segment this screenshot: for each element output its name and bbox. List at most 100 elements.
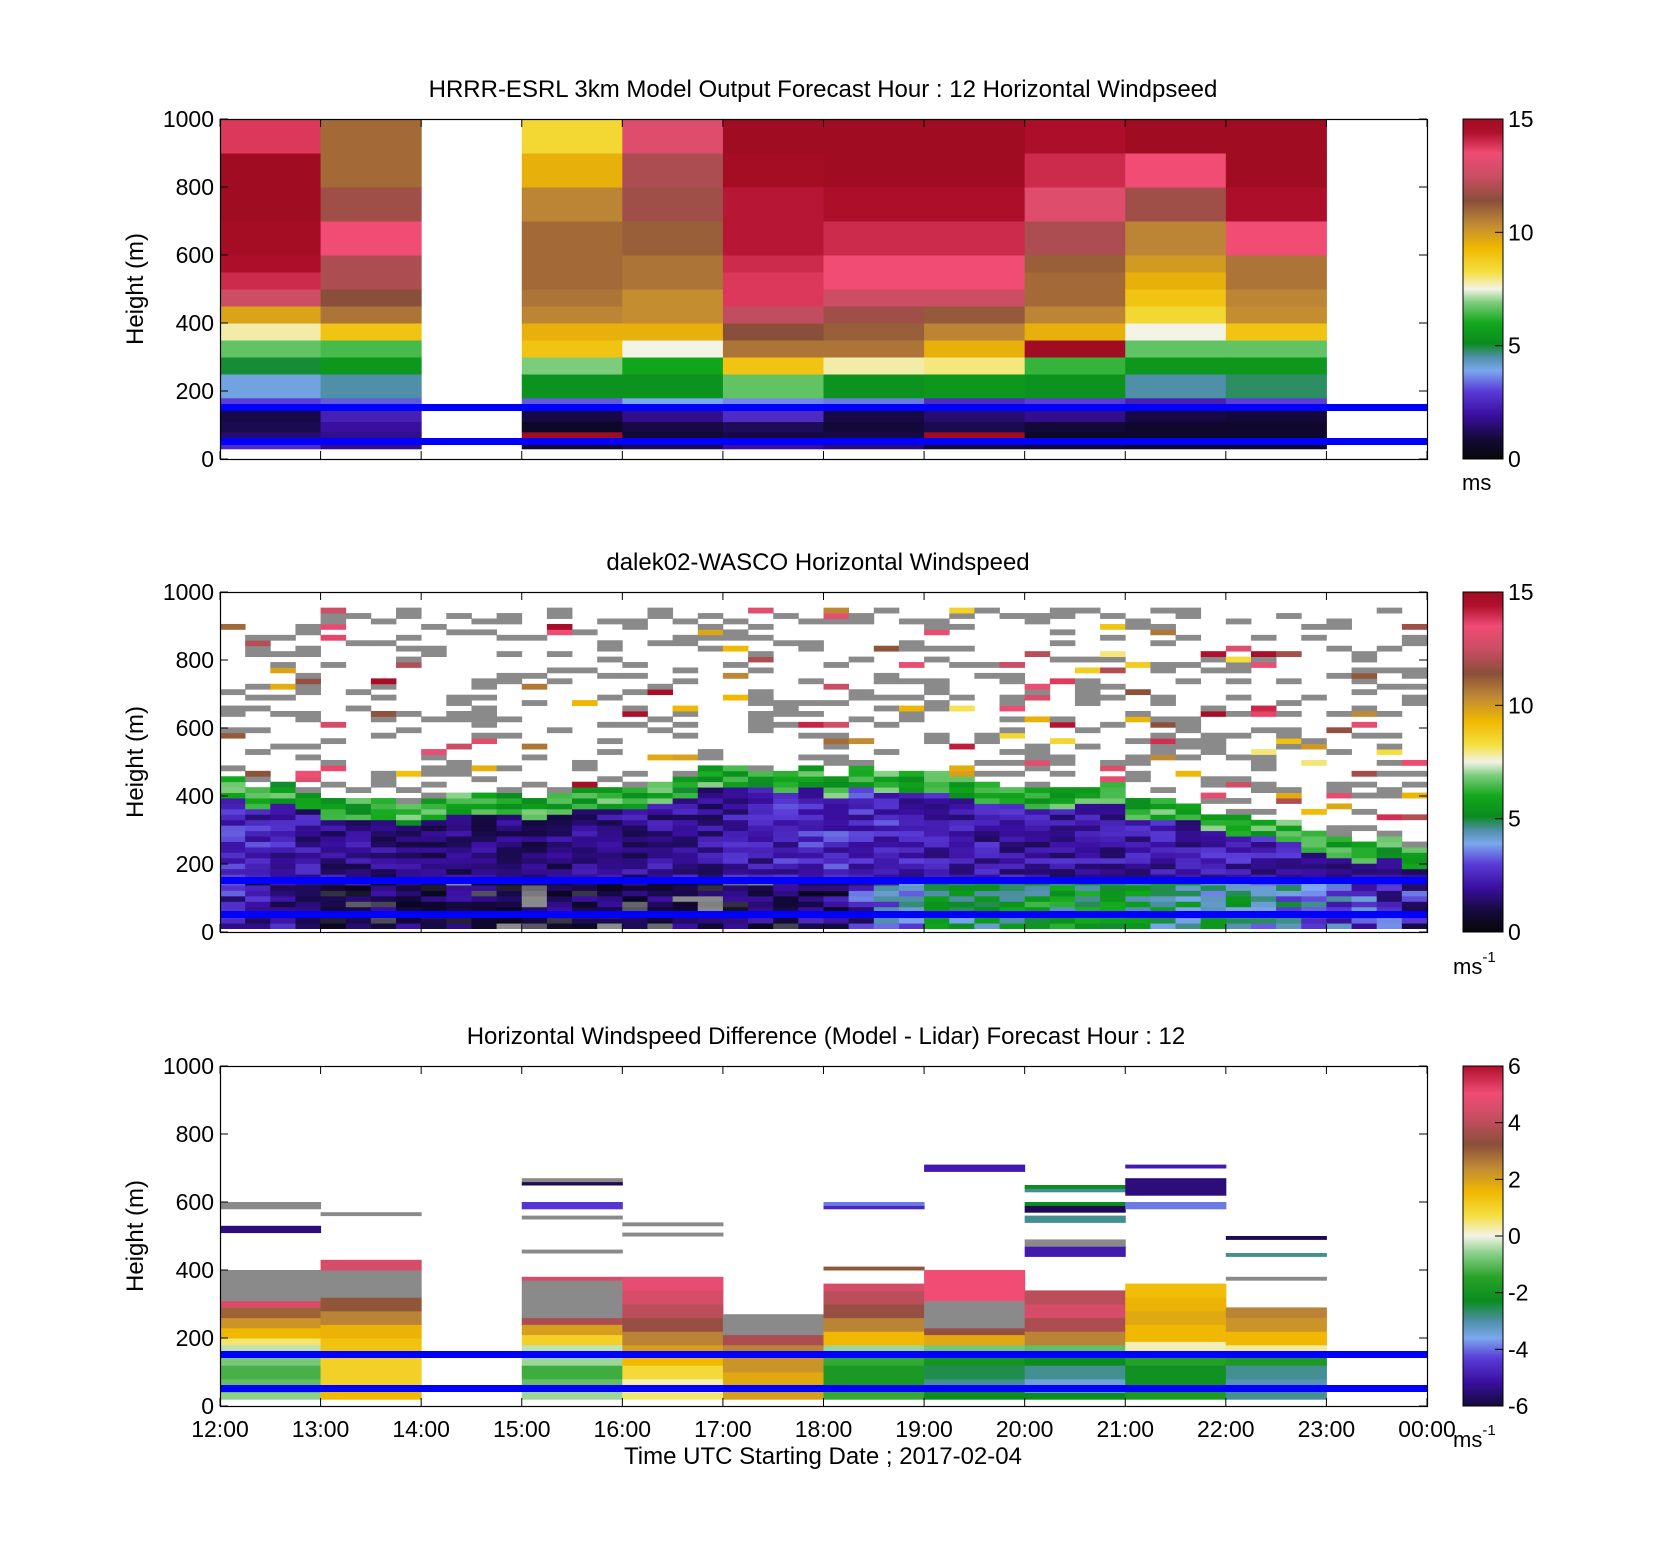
heatmap-cell [345,803,372,810]
heatmap-cell [396,863,422,870]
heatmap-cell [597,847,623,853]
heatmap-cell [697,754,724,761]
heatmap-cell [773,901,799,908]
heatmap-cell [572,868,598,875]
heatmap-cell [722,895,749,902]
heatmap-cell [1125,716,1151,723]
heatmap-cell [1024,857,1051,864]
heatmap-cell [622,1355,724,1366]
heatmap-cell [546,803,573,810]
heatmap-cell [220,374,322,399]
heatmap-cell [924,397,1026,409]
heatmap-cell [848,808,875,815]
heatmap-cell [320,221,422,256]
heatmap-cell [823,1317,925,1332]
heatmap-cell [1376,841,1403,848]
heatmap-cell [1074,863,1101,870]
heatmap-cell [823,1365,925,1387]
heatmap-cell [546,830,573,837]
heatmap-cell [622,306,724,324]
reference-line-50m [220,911,1427,918]
heatmap-cell [1074,808,1101,815]
heatmap-cell [1100,814,1126,821]
heatmap-cell [1326,836,1352,842]
heatmap-cell [1074,917,1101,924]
heatmap-cell [220,705,246,712]
heatmap-cell [270,868,296,875]
heatmap-cell [1024,1185,1126,1189]
heatmap-cell [396,814,422,821]
heatmap-cell [1376,830,1403,837]
heatmap-cell [773,711,799,717]
heatmap-cell [722,852,749,859]
heatmap-cell [220,1225,322,1234]
heatmap-cell [421,906,447,913]
heatmap-cell [748,792,774,799]
heatmap-cell [1150,841,1176,848]
heatmap-cell [798,645,824,652]
heatmap-cell [245,792,271,799]
heatmap-cell [1301,738,1327,745]
heatmap-cell [320,187,422,222]
heatmap-cell [1351,906,1378,913]
heatmap-cell [722,776,749,783]
heatmap-cell [1351,711,1378,717]
heatmap-cell [521,857,548,864]
heatmap-cell [1376,732,1403,739]
heatmap-cell [471,852,498,859]
heatmap-cell [773,776,799,783]
heatmap-cell [1276,738,1302,745]
heatmap-cell [521,442,623,450]
heatmap-cell [220,623,246,630]
heatmap-cell [370,618,397,625]
heatmap-cell [521,743,548,750]
heatmap-cell [521,1181,623,1186]
heatmap-cell [1276,857,1302,864]
heatmap-cell [1225,852,1252,859]
heatmap-cell [220,732,246,739]
heatmap-cell [1225,885,1252,891]
heatmap-cell [722,272,824,290]
heatmap-cell [848,787,875,793]
heatmap-cell [1024,798,1051,804]
heatmap-cell [446,716,472,723]
heatmap-cell [1200,895,1227,902]
heatmap-cell [1276,825,1302,832]
heatmap-cell [999,770,1026,777]
heatmap-cell [1100,634,1126,641]
heatmap-cell [823,431,925,443]
y-tick-label: 400 [176,1257,214,1283]
heatmap-cell [295,803,321,810]
heatmap-cell [647,803,674,810]
heatmap-cell [1326,895,1352,902]
heatmap-cell [848,917,875,924]
heatmap-cell [446,895,472,902]
heatmap-cell [295,901,321,908]
heatmap-cell [622,1304,724,1319]
heatmap-cell [496,672,523,679]
colorbar-tick-label: 10 [1508,219,1534,245]
heatmap-cell [722,431,824,443]
heatmap-cell [949,613,975,619]
heatmap-cell [1100,917,1126,924]
heatmap-cell [1150,716,1176,723]
heatmap-cell [220,895,246,902]
heatmap-cell [722,662,749,668]
heatmap-cell [1376,792,1403,799]
heatmap-cell [546,607,573,614]
heatmap-cell [748,917,774,924]
heatmap-cell [1100,836,1126,842]
heatmap-cell [1074,667,1101,674]
heatmap-cell [1125,901,1151,908]
heatmap-cell [672,667,699,674]
heatmap-cell [823,340,925,358]
heatmap-cell [597,645,623,652]
heatmap-cell [848,825,875,832]
heatmap-cell [1100,808,1126,815]
heatmap-cell [1150,836,1176,842]
heatmap-cell [1100,613,1126,619]
heatmap-cell [1250,906,1277,913]
heatmap-cell [622,825,648,832]
